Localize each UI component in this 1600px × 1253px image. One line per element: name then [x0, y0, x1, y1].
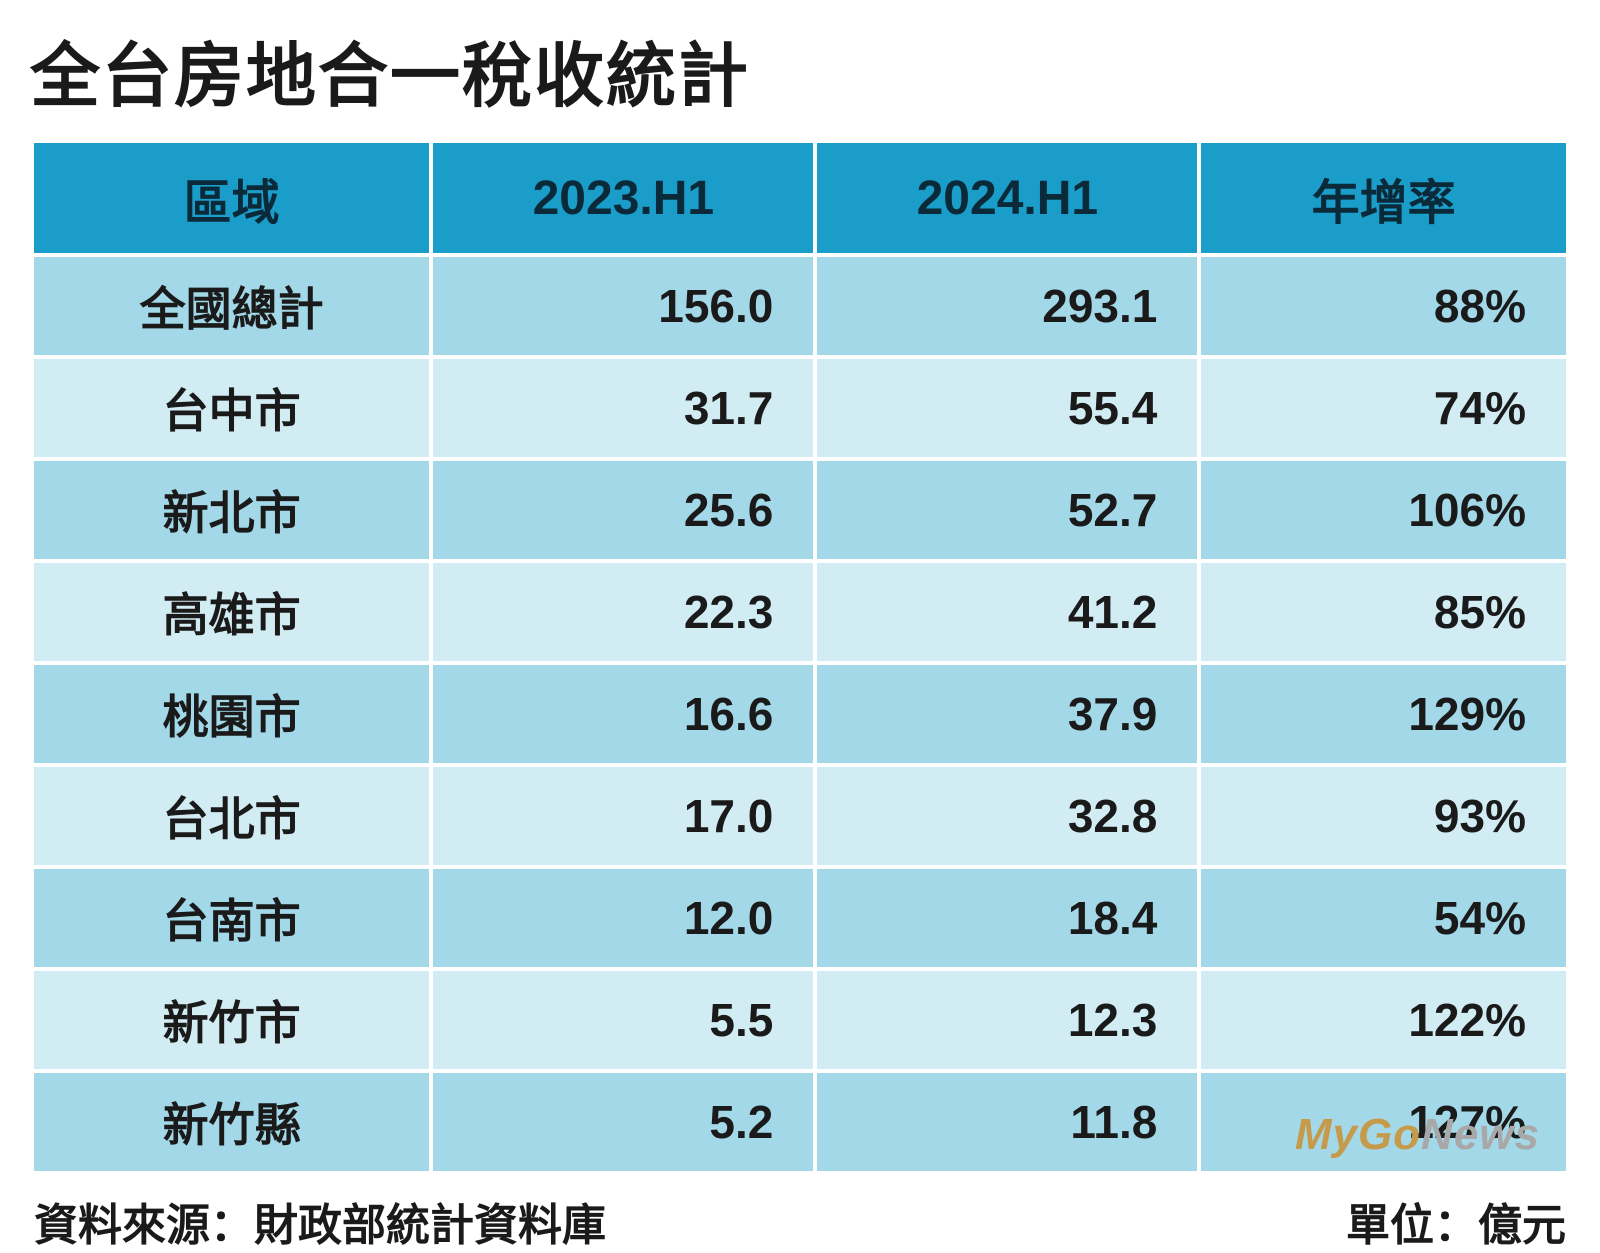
- table-row: 台中市 31.7 55.4 74%: [32, 357, 1568, 459]
- cell-growth: 122%: [1199, 969, 1568, 1071]
- cell-2023h1: 25.6: [431, 459, 815, 561]
- cell-2024h1: 55.4: [815, 357, 1199, 459]
- cell-growth: 54%: [1199, 867, 1568, 969]
- watermark-logo: MyGoNews: [1295, 1110, 1540, 1160]
- cell-2024h1: 18.4: [815, 867, 1199, 969]
- cell-region: 新竹縣: [32, 1071, 431, 1173]
- cell-2023h1: 16.6: [431, 663, 815, 765]
- cell-region: 新北市: [32, 459, 431, 561]
- cell-2023h1: 17.0: [431, 765, 815, 867]
- cell-2023h1: 12.0: [431, 867, 815, 969]
- cell-2024h1: 12.3: [815, 969, 1199, 1071]
- footer: 資料來源：財政部統計資料庫 單位：億元: [30, 1189, 1570, 1253]
- cell-growth: 85%: [1199, 561, 1568, 663]
- table-row: 台南市 12.0 18.4 54%: [32, 867, 1568, 969]
- table-body: 全國總計 156.0 293.1 88% 台中市 31.7 55.4 74% 新…: [32, 255, 1568, 1173]
- col-header-region: 區域: [32, 141, 431, 255]
- page-title: 全台房地合一稅收統計: [30, 20, 1570, 121]
- cell-2023h1: 5.2: [431, 1071, 815, 1173]
- watermark-go: Go: [1358, 1110, 1421, 1159]
- table-row: 桃園市 16.6 37.9 129%: [32, 663, 1568, 765]
- cell-region: 高雄市: [32, 561, 431, 663]
- watermark-news: News: [1421, 1110, 1540, 1159]
- cell-growth: 93%: [1199, 765, 1568, 867]
- cell-2023h1: 22.3: [431, 561, 815, 663]
- table-row: 全國總計 156.0 293.1 88%: [32, 255, 1568, 357]
- cell-2024h1: 11.8: [815, 1071, 1199, 1173]
- cell-region: 台北市: [32, 765, 431, 867]
- col-header-growth: 年增率: [1199, 141, 1568, 255]
- table-row: 台北市 17.0 32.8 93%: [32, 765, 1568, 867]
- col-header-2023h1: 2023.H1: [431, 141, 815, 255]
- cell-2024h1: 52.7: [815, 459, 1199, 561]
- cell-region: 桃園市: [32, 663, 431, 765]
- table-header-row: 區域 2023.H1 2024.H1 年增率: [32, 141, 1568, 255]
- cell-region: 全國總計: [32, 255, 431, 357]
- cell-2023h1: 5.5: [431, 969, 815, 1071]
- cell-2023h1: 156.0: [431, 255, 815, 357]
- cell-region: 新竹市: [32, 969, 431, 1071]
- col-header-2024h1: 2024.H1: [815, 141, 1199, 255]
- cell-2024h1: 41.2: [815, 561, 1199, 663]
- cell-2023h1: 31.7: [431, 357, 815, 459]
- cell-region: 台南市: [32, 867, 431, 969]
- cell-growth: 88%: [1199, 255, 1568, 357]
- cell-region: 台中市: [32, 357, 431, 459]
- source-label: 資料來源：財政部統計資料庫: [34, 1189, 606, 1253]
- cell-growth: 129%: [1199, 663, 1568, 765]
- table-row: 高雄市 22.3 41.2 85%: [32, 561, 1568, 663]
- unit-label: 單位：億元: [1346, 1189, 1566, 1253]
- cell-2024h1: 293.1: [815, 255, 1199, 357]
- cell-growth: 106%: [1199, 459, 1568, 561]
- cell-2024h1: 32.8: [815, 765, 1199, 867]
- table-row: 新竹市 5.5 12.3 122%: [32, 969, 1568, 1071]
- cell-2024h1: 37.9: [815, 663, 1199, 765]
- watermark-my: My: [1295, 1110, 1358, 1159]
- table-row: 新北市 25.6 52.7 106%: [32, 459, 1568, 561]
- cell-growth: 74%: [1199, 357, 1568, 459]
- tax-statistics-table: 區域 2023.H1 2024.H1 年增率 全國總計 156.0 293.1 …: [30, 139, 1570, 1175]
